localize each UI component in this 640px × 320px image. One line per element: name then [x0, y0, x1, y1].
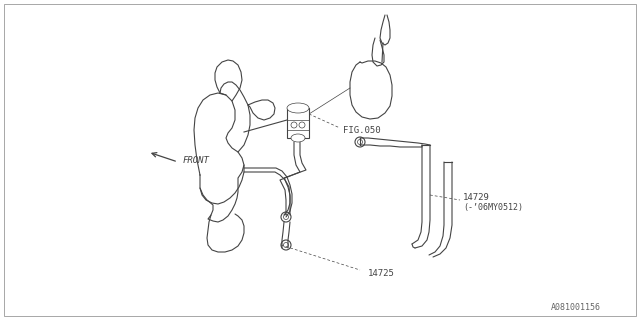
Ellipse shape — [287, 103, 309, 113]
Text: 14725: 14725 — [368, 268, 395, 277]
Text: FIG.050: FIG.050 — [343, 125, 381, 134]
Text: FRONT: FRONT — [183, 156, 210, 164]
Text: (-’06MY0512): (-’06MY0512) — [463, 203, 523, 212]
Bar — [287, 108, 309, 138]
Text: 14729: 14729 — [463, 193, 490, 202]
Text: A081001156: A081001156 — [551, 303, 601, 313]
Ellipse shape — [291, 134, 305, 142]
